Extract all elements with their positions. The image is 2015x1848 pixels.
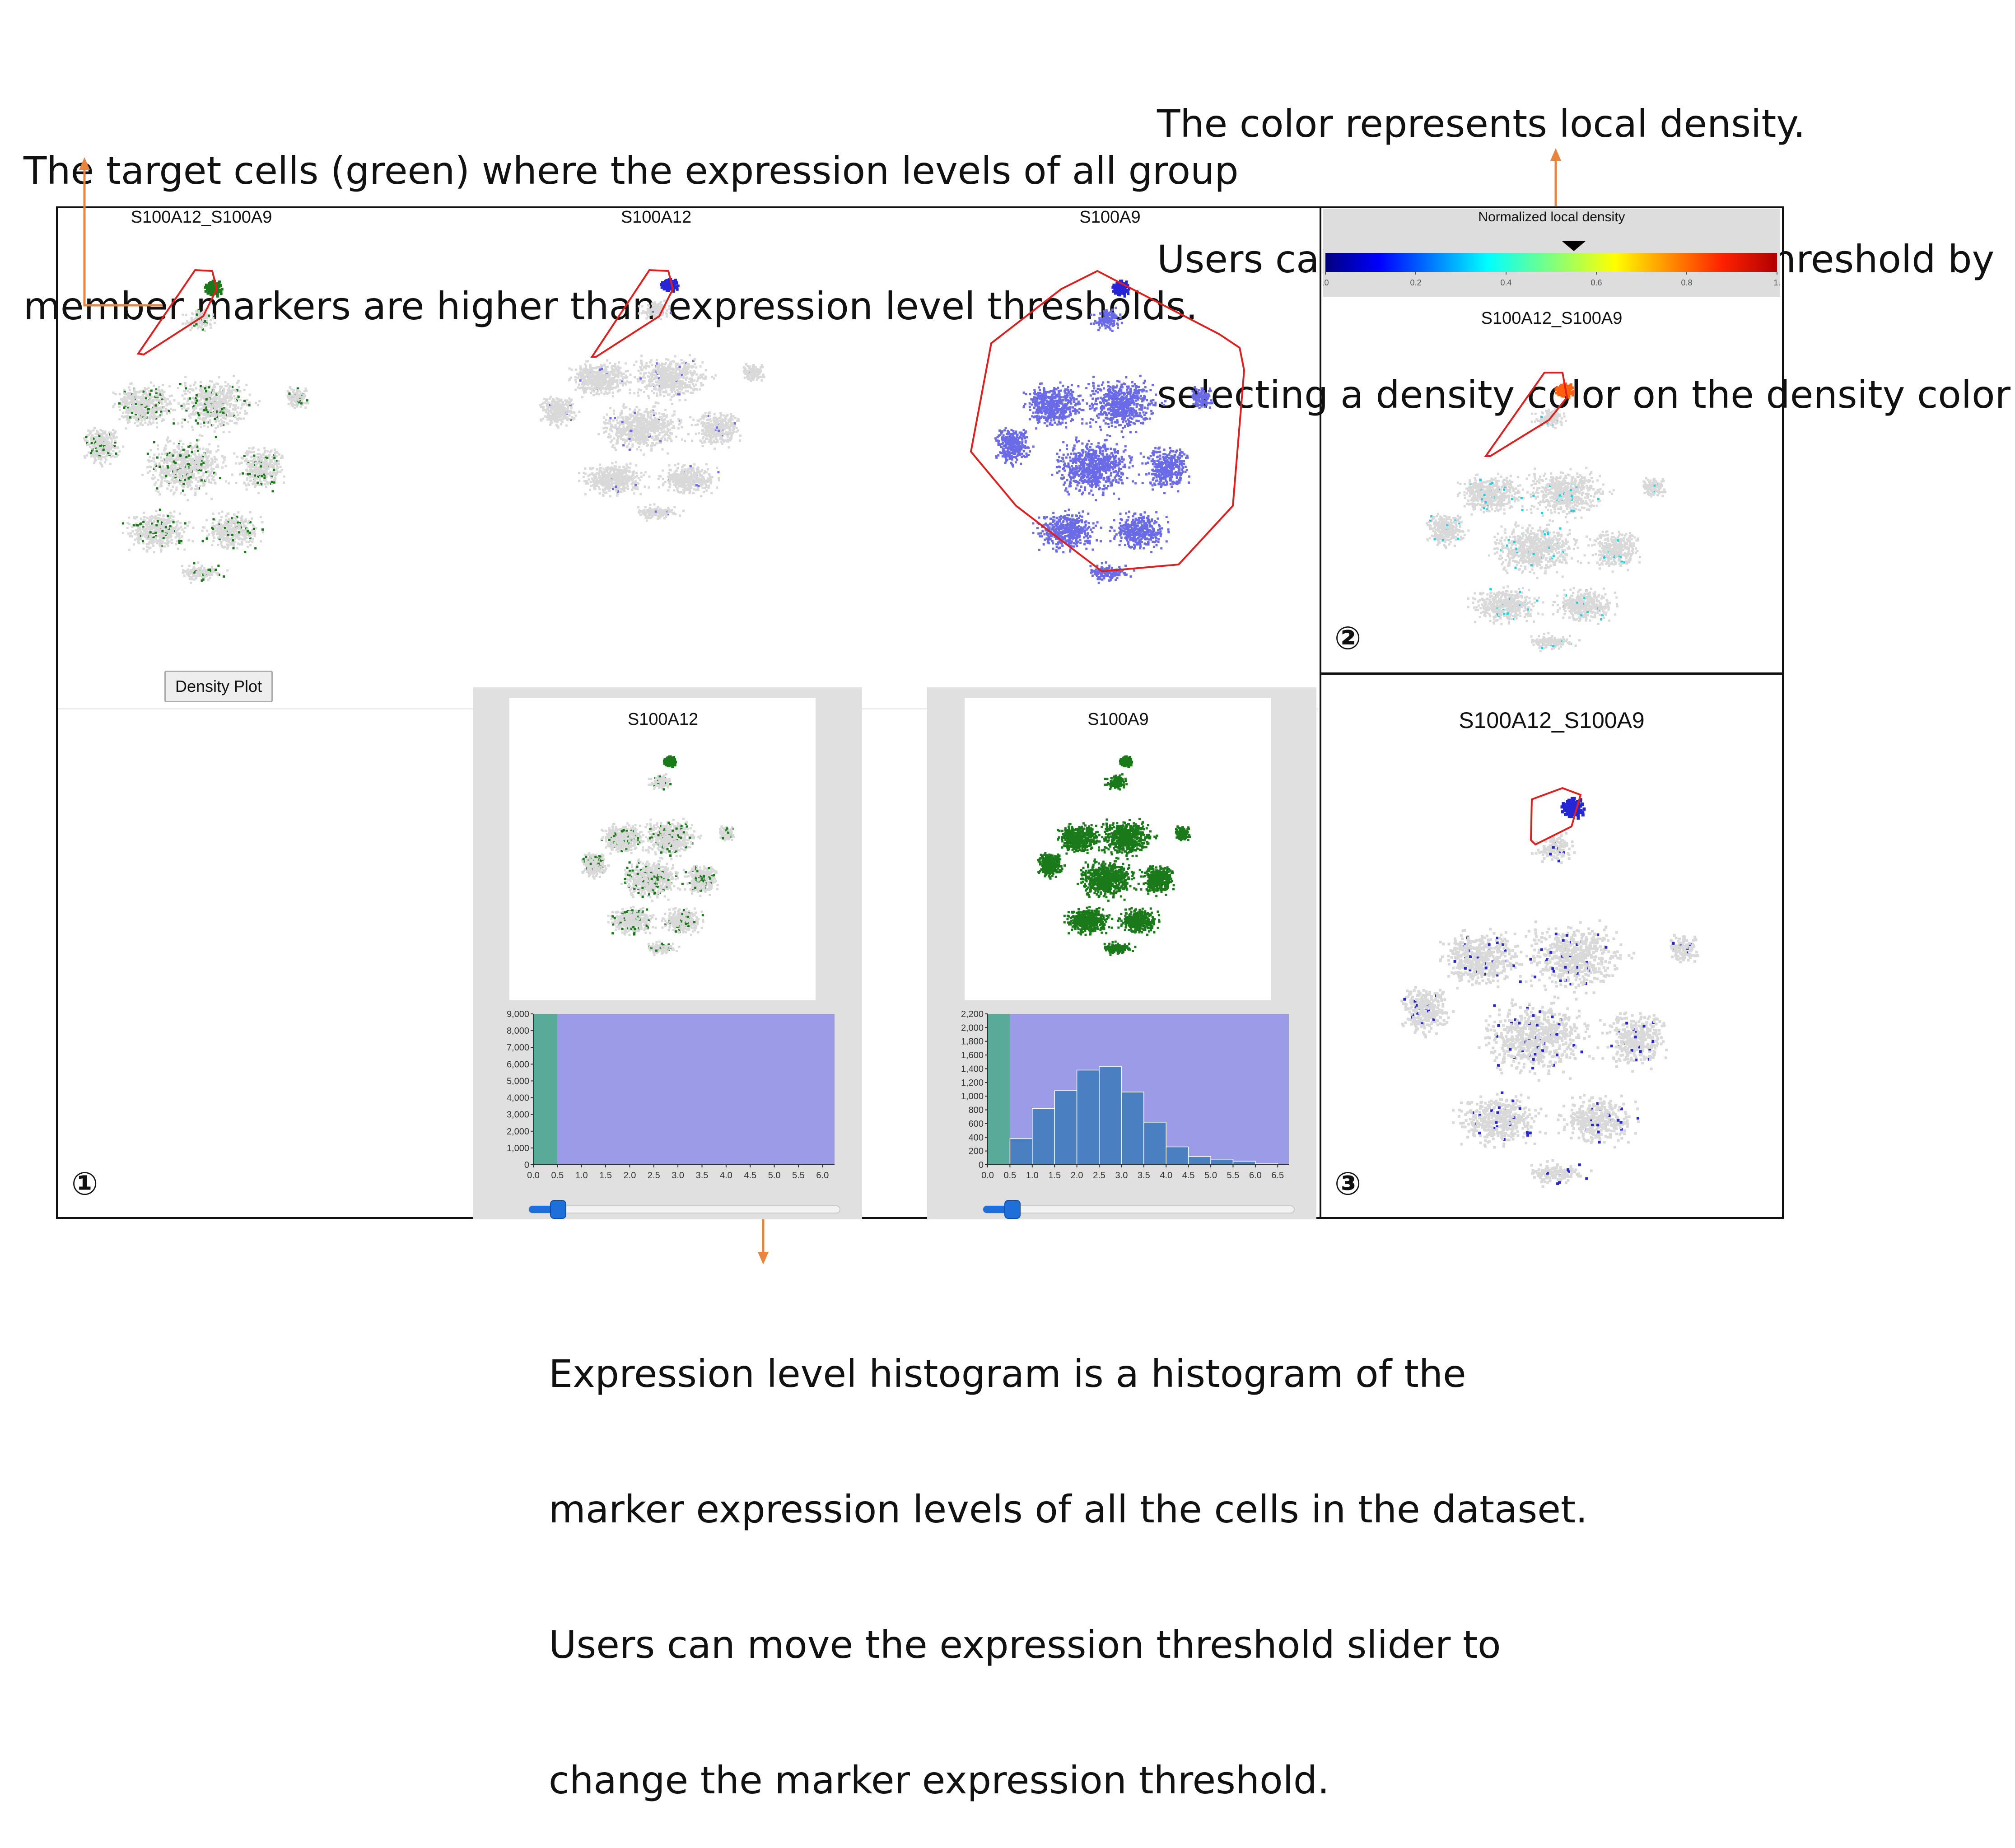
histogram-x-tick-label: 1.0	[1026, 1171, 1039, 1181]
histogram-bar	[1233, 1161, 1255, 1165]
colorbar-tick-label: 0.4	[1500, 278, 1511, 287]
histogram-x-tick-label: 4.0	[1160, 1171, 1172, 1181]
histogram-below-threshold-region	[533, 1014, 557, 1165]
histogram-x-tick-label: 5.5	[792, 1171, 805, 1181]
histogram-bar	[1099, 1067, 1121, 1165]
histogram-x-tick-label: 4.5	[744, 1171, 756, 1181]
histogram-selected-region	[557, 1014, 835, 1165]
histogram-x-tick-label: 2.5	[648, 1171, 660, 1181]
histogram-x-tick-label: 0.0	[527, 1171, 540, 1181]
histogram-x-tick-label: 3.0	[672, 1171, 684, 1181]
expression-threshold-slider[interactable]	[983, 1206, 1294, 1213]
scatter-density	[1426, 383, 1666, 652]
scatter-s100a9	[994, 280, 1213, 584]
histogram-y-tick-label: 2,200	[961, 1009, 984, 1019]
histogram-x-tick-label: 4.0	[720, 1171, 732, 1181]
histogram-y-tick-label: 600	[969, 1119, 984, 1129]
histogram-x-tick-label: 3.5	[1138, 1171, 1150, 1181]
histogram-x-tick-label: 3.0	[1115, 1171, 1128, 1181]
histogram-y-tick-label: 0	[979, 1160, 984, 1170]
histogram-x-tick-label: 3.5	[696, 1171, 709, 1181]
expression-threshold-slider[interactable]	[529, 1206, 840, 1213]
histogram-bar	[1211, 1159, 1233, 1165]
colorbar-tick-label: 1.	[1773, 278, 1780, 287]
colorbar-tick-label: 0.2	[1410, 278, 1421, 287]
plot-canvas: .0 0.2 0.4 0.6 0.8 1. 9,000 8,000 7,000 6,000 5,0…	[0, 0, 2015, 1455]
arrow-histogram	[758, 1219, 769, 1265]
histogram-y-tick-label: 8,000	[507, 1026, 529, 1036]
histogram-x-tick-label: 6.0	[1249, 1171, 1262, 1181]
scatter-hist-s100a9	[1037, 756, 1191, 956]
slider-thumb[interactable]	[1005, 1200, 1020, 1218]
histogram-bar	[1054, 1091, 1077, 1165]
slider-thumb[interactable]	[550, 1200, 566, 1218]
histogram-x-tick-label: 1.5	[1048, 1171, 1061, 1181]
annotation-line: Users can move the expression threshold …	[549, 1622, 1588, 1667]
colorbar-tick-label: .0	[1322, 278, 1329, 287]
histogram-bar	[1144, 1122, 1166, 1165]
histogram-bar	[1189, 1157, 1211, 1165]
histogram-bar	[1010, 1139, 1032, 1165]
histogram-x-tick-label: 4.5	[1182, 1171, 1195, 1181]
polygon-group	[138, 270, 217, 355]
histogram-y-tick-label: 4,000	[507, 1093, 529, 1103]
histogram-x-tick-label: 0.0	[981, 1171, 994, 1181]
polygon-s100a12	[592, 270, 673, 357]
histogram-bar	[1121, 1092, 1143, 1165]
histogram-y-tick-label: 1,600	[961, 1050, 984, 1060]
histogram-bar	[1077, 1070, 1099, 1165]
histogram-y-tick-label: 1,800	[961, 1037, 984, 1047]
arrow-colorbar	[1550, 148, 1561, 206]
histogram-y-tick-label: 2,000	[507, 1127, 529, 1137]
histogram-x-tick-label: 0.5	[551, 1171, 564, 1181]
colorbar-tick-label: 0.8	[1681, 278, 1692, 287]
annotation-line: marker expression levels of all the cell…	[549, 1487, 1588, 1532]
density-threshold-marker	[1562, 241, 1586, 251]
histogram-x-tick-label: 0.5	[1004, 1171, 1017, 1181]
histogram-x-tick-label: 2.0	[624, 1171, 636, 1181]
annotation-line: change the marker expression threshold.	[549, 1758, 1588, 1803]
histogram-x-tick-label: 5.5	[1227, 1171, 1240, 1181]
histogram-y-tick-label: 1,000	[507, 1143, 529, 1153]
histogram-x-tick-label: 5.0	[768, 1171, 781, 1181]
histogram-y-tick-label: 5,000	[507, 1076, 529, 1086]
histogram-y-tick-label: 800	[969, 1106, 984, 1115]
histogram-bar	[1166, 1147, 1188, 1165]
histogram-y-tick-label: 2,000	[961, 1023, 984, 1033]
histogram-y-tick-label: 7,000	[507, 1043, 529, 1053]
histogram-x-tick-label: 2.5	[1093, 1171, 1105, 1181]
histogram-y-tick-label: 6,000	[507, 1059, 529, 1069]
histogram-y-tick-label: 200	[969, 1147, 984, 1157]
histogram-y-tick-label: 1,200	[961, 1078, 984, 1088]
histogram-x-tick-label: 1.0	[575, 1171, 588, 1181]
histogram-y-tick-label: 0	[524, 1160, 529, 1170]
colorbar-tick-label: 0.6	[1591, 278, 1602, 287]
histogram-x-tick-label: 5.0	[1204, 1171, 1217, 1181]
scatter-s100a12	[539, 278, 765, 522]
scatter-selection	[1400, 797, 1699, 1188]
density-colorbar	[1325, 253, 1777, 272]
histogram-x-tick-label: 1.5	[599, 1171, 612, 1181]
histogram-below-threshold-region	[988, 1014, 1010, 1165]
histogram-y-tick-label: 400	[969, 1133, 984, 1143]
histogram-y-tick-label: 9,000	[507, 1009, 529, 1019]
histogram-bar	[1032, 1109, 1054, 1165]
histogram-y-tick-label: 1,400	[961, 1064, 984, 1074]
histogram-y-tick-label: 3,000	[507, 1110, 529, 1120]
histogram-y-tick-label: 1,000	[961, 1092, 984, 1101]
histogram-x-tick-label: 6.0	[816, 1171, 829, 1181]
histogram-s100a12: 9,000 8,000 7,000 6,000 5,000 4,000 3,000 2,000…	[507, 1009, 840, 1218]
arrow-target-cells	[79, 157, 163, 305]
scatter-group	[83, 280, 309, 584]
histogram-x-tick-label: 6.5	[1271, 1171, 1284, 1181]
histogram-x-tick-label: 2.0	[1071, 1171, 1083, 1181]
histogram-s100a9: 2,200 2,000 1,800 1,600 1,400 1,200 1,000 800 60…	[961, 1009, 1294, 1218]
scatter-hist-s100a12	[581, 756, 735, 956]
